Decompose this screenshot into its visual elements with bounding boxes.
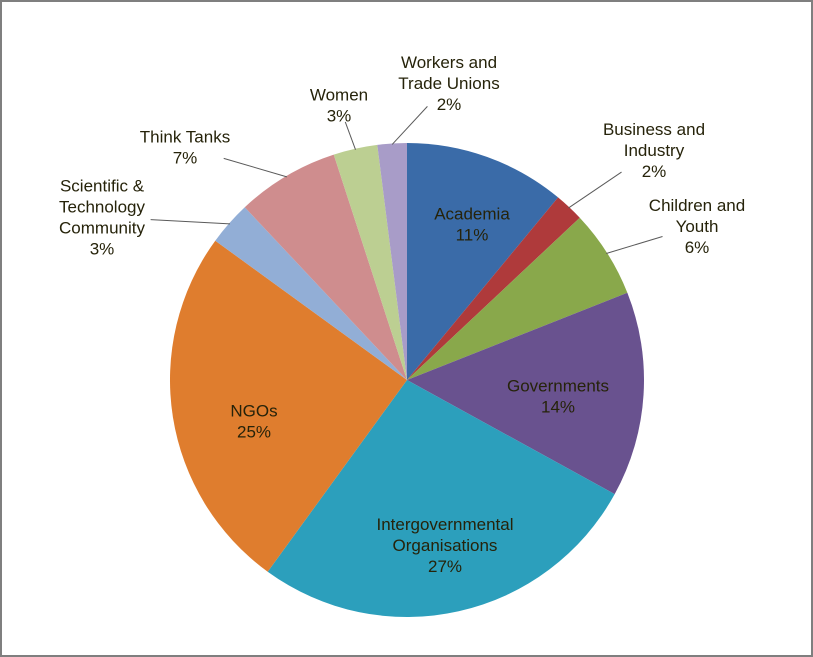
slice-label-governments: Governments 14% — [507, 376, 609, 416]
leader-line-children-and-youth — [606, 235, 663, 255]
pie-slice-children-and-youth — [407, 217, 628, 380]
leader-line-think-tanks — [223, 157, 288, 178]
slice-label-academia: Academia 11% — [434, 204, 510, 244]
leader-line-workers-and-trade-unions — [391, 106, 428, 145]
slice-label-think-tanks: Think Tanks 7% — [140, 127, 230, 167]
slice-label-women: Women 3% — [310, 86, 368, 126]
pie-slice-scientific-technology-community — [215, 207, 407, 380]
slice-label-intergovernmental-organisations: Intergovernmental Organisations 27% — [376, 515, 513, 576]
leader-line-scientific-technology-community — [150, 219, 230, 225]
slice-label-workers-and-trade-unions: Workers and Trade Unions 2% — [398, 53, 499, 114]
pie-slice-think-tanks — [244, 154, 407, 380]
pie-slice-ngos — [169, 240, 407, 572]
leader-line-business-and-industry — [568, 171, 622, 209]
slice-label-business-and-industry: Business and Industry 2% — [603, 120, 705, 181]
pie-slice-academia — [407, 143, 559, 380]
slice-label-children-and-youth: Children and Youth 6% — [649, 196, 745, 257]
pie-slice-women — [333, 144, 407, 380]
pie-slice-governments — [407, 292, 645, 495]
pie-slice-business-and-industry — [407, 197, 580, 380]
pie-slice-intergovernmental-organisations — [267, 380, 615, 618]
pie-slice-workers-and-trade-unions — [377, 143, 407, 380]
slice-label-ngos: NGOs 25% — [230, 401, 277, 441]
slice-label-scientific-technology-community: Scientific & Technology Community 3% — [59, 176, 146, 258]
leader-line-women — [344, 121, 356, 150]
